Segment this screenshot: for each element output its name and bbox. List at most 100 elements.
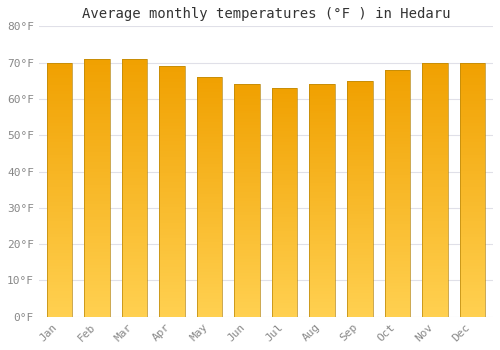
Bar xyxy=(460,225,485,228)
Bar xyxy=(422,218,448,222)
Bar xyxy=(197,242,222,245)
Bar xyxy=(160,82,185,85)
Bar xyxy=(422,202,448,205)
Bar xyxy=(460,199,485,202)
Bar xyxy=(460,63,485,317)
Bar xyxy=(234,215,260,218)
Bar xyxy=(122,169,148,172)
Bar xyxy=(460,136,485,139)
Bar xyxy=(234,282,260,285)
Bar xyxy=(46,94,72,98)
Bar xyxy=(234,116,260,119)
Bar xyxy=(46,69,72,72)
Bar xyxy=(310,247,335,250)
Bar xyxy=(160,273,185,276)
Bar xyxy=(347,172,372,175)
Bar xyxy=(160,232,185,235)
Bar xyxy=(160,126,185,129)
Bar xyxy=(384,76,410,79)
Bar xyxy=(46,202,72,205)
Bar xyxy=(422,279,448,282)
Bar xyxy=(347,98,372,101)
Bar xyxy=(197,146,222,149)
Bar xyxy=(460,110,485,113)
Bar xyxy=(347,270,372,273)
Bar xyxy=(272,294,297,297)
Bar xyxy=(122,72,148,75)
Bar xyxy=(422,209,448,212)
Bar xyxy=(272,97,297,99)
Bar xyxy=(197,284,222,287)
Bar xyxy=(422,269,448,272)
Bar xyxy=(234,142,260,145)
Bar xyxy=(460,202,485,205)
Bar xyxy=(46,196,72,199)
Bar xyxy=(347,137,372,140)
Bar xyxy=(347,237,372,240)
Bar xyxy=(197,77,222,80)
Bar xyxy=(84,159,110,162)
Bar xyxy=(272,214,297,217)
Bar xyxy=(272,265,297,268)
Bar xyxy=(234,96,260,99)
Bar xyxy=(422,129,448,133)
Bar xyxy=(122,298,148,301)
Bar xyxy=(347,255,372,258)
Bar xyxy=(122,159,148,162)
Bar xyxy=(460,101,485,104)
Bar xyxy=(160,307,185,310)
Bar xyxy=(347,193,372,196)
Bar xyxy=(197,269,222,272)
Bar xyxy=(384,237,410,240)
Bar xyxy=(347,166,372,169)
Bar xyxy=(460,304,485,307)
Bar xyxy=(122,191,148,194)
Bar xyxy=(272,248,297,251)
Bar xyxy=(122,236,148,239)
Bar xyxy=(460,75,485,78)
Bar xyxy=(310,285,335,288)
Bar xyxy=(272,228,297,231)
Bar xyxy=(84,69,110,72)
Bar xyxy=(347,163,372,166)
Bar xyxy=(422,295,448,298)
Bar xyxy=(422,272,448,275)
Bar xyxy=(122,88,148,91)
Bar xyxy=(122,301,148,304)
Bar xyxy=(460,269,485,272)
Bar xyxy=(46,63,72,317)
Bar xyxy=(160,104,185,107)
Bar xyxy=(422,113,448,117)
Bar xyxy=(160,260,185,264)
Bar xyxy=(122,285,148,288)
Bar xyxy=(384,135,410,138)
Bar xyxy=(84,75,110,78)
Bar xyxy=(272,185,297,188)
Bar xyxy=(160,88,185,91)
Bar xyxy=(46,117,72,120)
Bar xyxy=(234,218,260,221)
Bar xyxy=(160,198,185,201)
Bar xyxy=(272,128,297,131)
Bar xyxy=(122,304,148,307)
Bar xyxy=(310,218,335,221)
Bar xyxy=(46,314,72,317)
Bar xyxy=(422,298,448,301)
Bar xyxy=(84,136,110,140)
Bar xyxy=(422,187,448,190)
Bar xyxy=(460,301,485,304)
Bar xyxy=(272,297,297,300)
Bar xyxy=(347,149,372,152)
Bar xyxy=(347,222,372,225)
Bar xyxy=(197,92,222,95)
Bar xyxy=(310,203,335,206)
Bar xyxy=(234,270,260,273)
Bar xyxy=(122,146,148,149)
Bar xyxy=(384,169,410,172)
Bar xyxy=(197,173,222,176)
Bar xyxy=(347,143,372,146)
Bar xyxy=(310,265,335,267)
Bar xyxy=(384,166,410,169)
Bar xyxy=(310,180,335,183)
Bar xyxy=(272,168,297,171)
